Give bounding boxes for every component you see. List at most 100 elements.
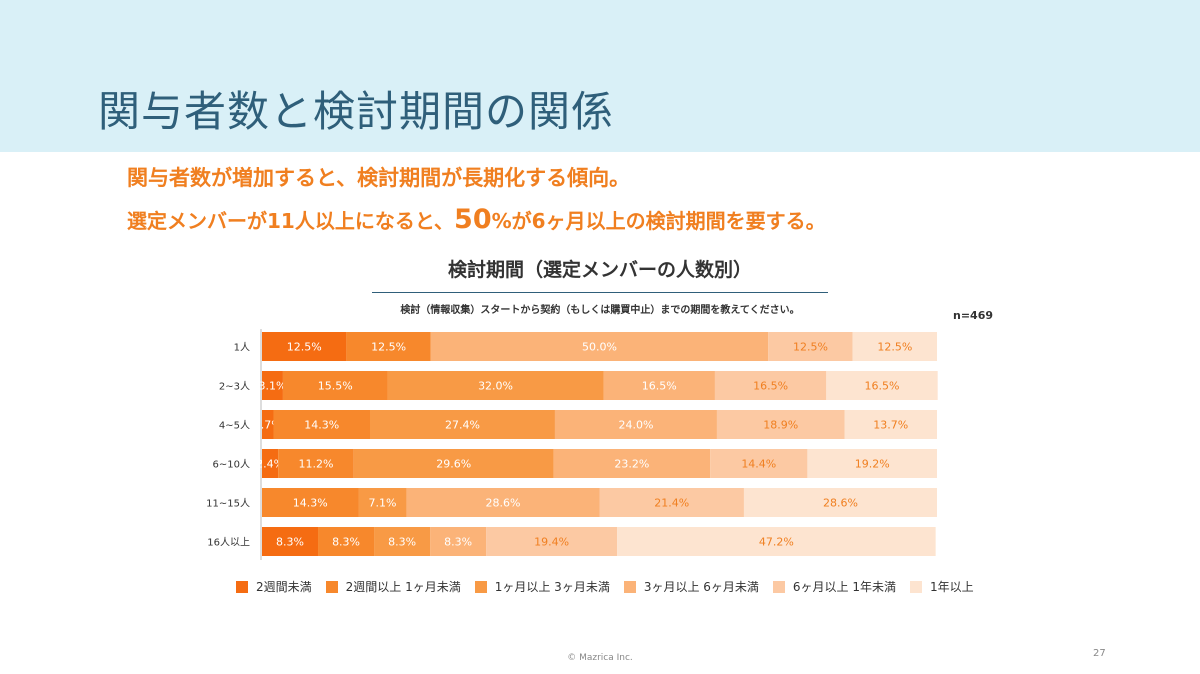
chart-subtitle: 検討（情報収集）スタートから契約（もしくは購買中止）までの期間を教えてください。 (400, 305, 800, 316)
bar-segment (387, 371, 604, 400)
bar-segment (262, 488, 359, 517)
legend-swatch (474, 580, 487, 593)
bar-segment (262, 371, 283, 400)
page-number: 27 (1093, 648, 1106, 659)
bar-segment (716, 410, 845, 439)
bar-segment (370, 410, 555, 439)
legend-swatch (910, 580, 923, 593)
data-label: 11.2% (299, 458, 334, 471)
bar-segment (714, 371, 827, 400)
bar-segment (346, 332, 431, 361)
legend-item: 3ヶ月以上 6ヶ月未満 (623, 578, 759, 595)
data-label: 7.1% (369, 497, 397, 510)
bar-segment (262, 449, 279, 478)
data-label: 28.6% (823, 497, 858, 510)
category-label: 16人以上 (207, 537, 250, 549)
category-label: 11~15人 (206, 498, 250, 510)
chart-title-rule (372, 292, 828, 293)
sample-size-label: n=469 (953, 309, 994, 322)
legend-label: 2週間以上 1ヶ月未満 (345, 580, 461, 594)
headline-2-pre: 選定メンバーが11人以上になると、 (127, 209, 455, 233)
data-label: 12.5% (287, 341, 322, 354)
legend-item: 1年以上 (910, 578, 974, 595)
bar-segment (262, 527, 319, 556)
bar-segment (353, 449, 554, 478)
bar-segment (768, 332, 853, 361)
bar-segment (273, 410, 371, 439)
bar-segment (852, 332, 938, 361)
data-label: 12.5% (877, 341, 912, 354)
bar-segment (318, 527, 375, 556)
bar-segment (282, 371, 388, 400)
headline-1: 関与者数が増加すると、検討期間が長期化する傾向。 (127, 166, 631, 190)
data-label: 18.9% (763, 419, 798, 432)
bar-segment (710, 449, 808, 478)
bar-segment (430, 527, 487, 556)
data-label: 8.3% (276, 536, 304, 549)
header-band (0, 0, 1200, 152)
bar-segment (358, 488, 407, 517)
data-label: 3.1% (258, 380, 286, 393)
data-label: 27.4% (445, 419, 480, 432)
category-label: 2~3人 (219, 381, 250, 393)
bar-segment (743, 488, 937, 517)
legend-swatch (236, 580, 248, 593)
data-label: 16.5% (753, 380, 788, 393)
bar-segment (374, 527, 431, 556)
bar-segment (807, 449, 937, 478)
legend-item: 1ヶ月以上 3ヶ月未満 (474, 578, 610, 595)
bar-segment (826, 371, 938, 400)
legend-swatch (325, 580, 338, 593)
headline-2: 選定メンバーが11人以上になると、50%が6ヶ月以上の検討期間を要する。 (127, 204, 826, 235)
data-label: 50.0% (582, 341, 617, 354)
bar-segment (599, 488, 744, 517)
bar-segment (278, 449, 354, 478)
legend-label: 1年以上 (930, 580, 974, 594)
data-label: 32.0% (478, 380, 513, 393)
bar-segment (406, 488, 600, 517)
bar-segment (486, 527, 618, 556)
data-label: 19.4% (534, 536, 569, 549)
data-label: 8.3% (444, 536, 472, 549)
data-label: 19.2% (855, 458, 890, 471)
category-label: 1人 (234, 342, 250, 354)
legend-item: 6ヶ月以上 1年未満 (772, 578, 897, 595)
legend-item: 2週間未満 (236, 578, 312, 595)
data-label: 16.5% (642, 380, 677, 393)
data-label: 24.0% (618, 419, 653, 432)
data-label: 14.3% (293, 497, 328, 510)
bar-segment (262, 410, 274, 439)
data-label: 2.4% (256, 458, 284, 471)
legend-label: 1ヶ月以上 3ヶ月未満 (494, 580, 610, 594)
data-label: 12.5% (371, 341, 406, 354)
data-label: 16.5% (865, 380, 900, 393)
bar-segment (617, 527, 936, 556)
legend-item: 2週間以上 1ヶ月未満 (325, 578, 461, 595)
data-label: 28.6% (486, 497, 521, 510)
chart-title: 検討期間（選定メンバーの人数別） (447, 259, 752, 281)
chart-legend: 2週間未満 2週間以上 1ヶ月未満 1ヶ月以上 3ヶ月未満 3ヶ月以上 6ヶ月未満 6ヶ… (236, 578, 974, 595)
legend-label: 3ヶ月以上 6ヶ月未満 (643, 580, 759, 594)
legend-swatch (772, 580, 785, 593)
bar-segment (603, 371, 715, 400)
headline-2-highlight: 50 (454, 204, 492, 235)
slide-title: 関与者数と検討期間の関係 (98, 87, 615, 136)
bar-segment (430, 332, 769, 361)
category-label: 6~10人 (213, 459, 250, 471)
legend-label: 2週間未満 (256, 580, 312, 594)
headline-2-post: %が6ヶ月以上の検討期間を要する。 (491, 209, 826, 233)
bar-segment (554, 410, 717, 439)
data-label: 8.3% (332, 536, 360, 549)
data-label: 8.3% (388, 536, 416, 549)
legend-swatch (623, 580, 636, 593)
bar-segment (844, 410, 937, 439)
category-label: 4~5人 (219, 420, 250, 432)
data-label: 47.2% (759, 536, 794, 549)
bar-segment (262, 332, 347, 361)
data-label: 13.7% (873, 419, 908, 432)
footer-copyright: © Mazrica Inc. (567, 653, 633, 663)
legend-label: 6ヶ月以上 1年未満 (792, 580, 897, 594)
data-label: 15.5% (318, 380, 353, 393)
data-label: 14.3% (304, 419, 339, 432)
